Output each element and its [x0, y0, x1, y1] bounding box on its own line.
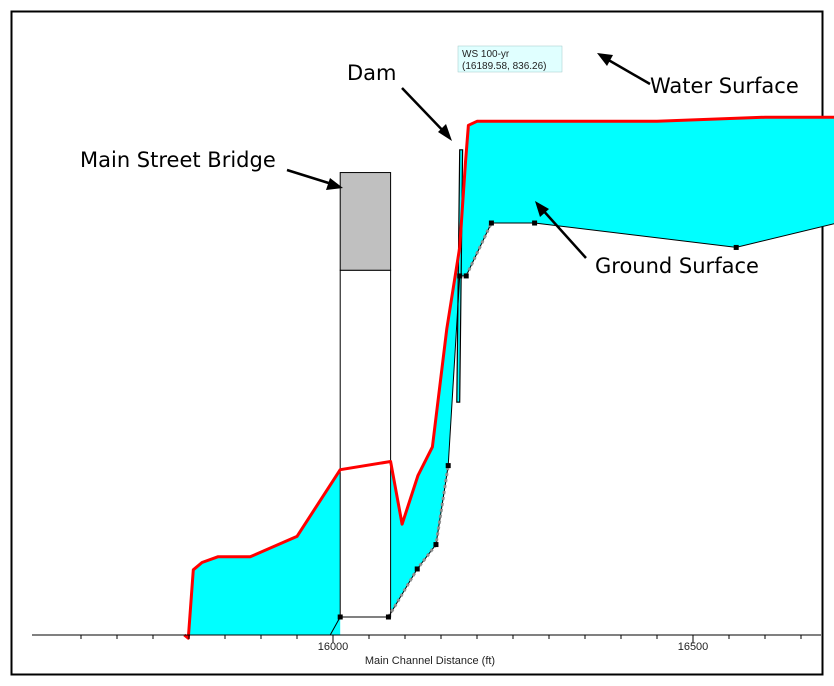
plot-area	[183, 115, 834, 640]
ground-dotted-segment-lower	[387, 465, 450, 618]
ground-point	[488, 220, 494, 226]
hover-tooltip: WS 100-yr (16189.58, 836.26)	[457, 45, 563, 73]
ground-point	[385, 614, 391, 620]
arrow-bridge	[286, 168, 336, 187]
x-axis-title: Main Channel Distance (ft)	[365, 655, 495, 667]
arrow-water-surface	[604, 56, 651, 86]
ground-point	[445, 463, 451, 469]
ground-surface-line	[329, 222, 834, 636]
ground-dotted-segment-upper	[464, 222, 493, 277]
ground-point	[532, 220, 538, 226]
annotation-water-surface-label: Water Surface	[650, 74, 799, 98]
ground-point	[457, 273, 463, 279]
annotations: Dam Main Street Bridge Water Surface Gro…	[80, 53, 799, 278]
x-tick-label: 16500	[678, 641, 709, 653]
figure-border	[10, 10, 824, 676]
ground-point	[414, 566, 420, 572]
ground-point	[433, 542, 439, 548]
annotation-dam-label: Dam	[347, 61, 397, 85]
tooltip-box	[457, 45, 563, 73]
annotation-ground-surface-label: Ground Surface	[595, 254, 759, 278]
arrow-dam-head	[438, 124, 452, 141]
arrow-bridge-head	[326, 178, 343, 190]
ground-point	[337, 614, 343, 620]
x-axis-ticks: 16000 16500	[80, 635, 802, 653]
tooltip-line-1: WS 100-yr	[462, 49, 510, 60]
ground-point	[463, 273, 469, 279]
arrow-water-surface-head	[597, 53, 613, 66]
arrow-ground-surface-head	[535, 201, 549, 217]
arrow-ground-surface	[540, 207, 587, 259]
x-tick-label: 16000	[318, 641, 349, 653]
arrow-dam	[401, 87, 449, 137]
bridge-deck	[339, 172, 392, 271]
water-surface-line	[183, 115, 834, 640]
annotation-bridge-label: Main Street Bridge	[80, 148, 276, 172]
bridge-opening	[339, 269, 392, 618]
ground-point	[733, 244, 739, 250]
tooltip-line-2: (16189.58, 836.26)	[462, 61, 547, 72]
